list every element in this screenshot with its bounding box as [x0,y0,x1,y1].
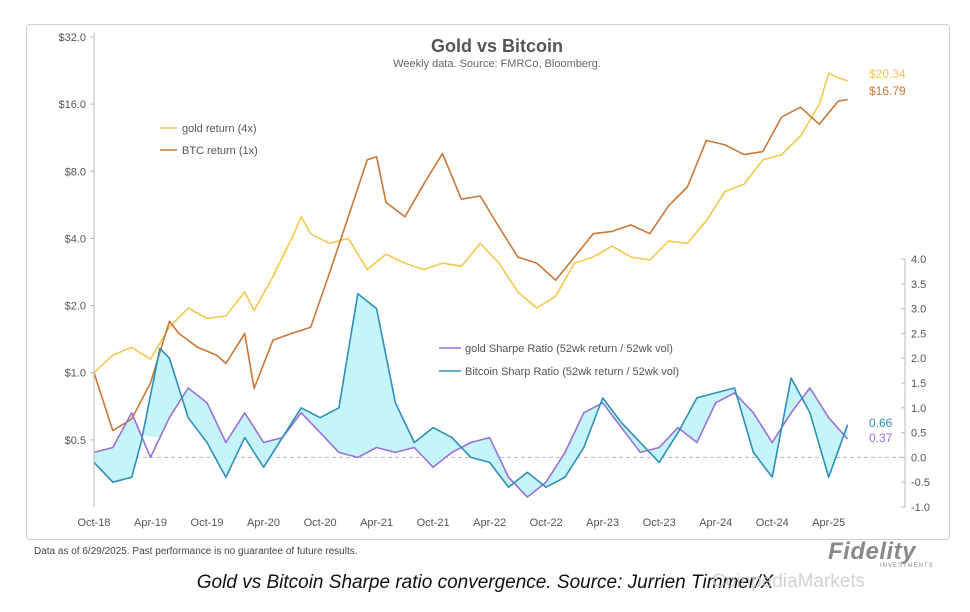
right-tick-label: 4.0 [911,254,926,266]
right-tick-label: 3.5 [911,279,926,291]
btc-return-line [93,98,848,432]
x-tick-label: Oct-24 [756,517,789,529]
x-tick-label: Apr-19 [134,517,167,529]
right-tick-label: 0.0 [911,452,926,464]
legend-top: gold return (4x) BTC return (1x) [160,123,258,157]
end-value-label: $16.79 [869,84,906,98]
end-value-label: $20.34 [869,67,906,81]
end-value-label: 0.37 [869,431,893,445]
left-tick-label: $1.0 [65,368,86,380]
x-tick-label: Apr-23 [586,517,619,529]
left-tick-label: $0.5 [65,435,86,447]
left-tick-label: $32.0 [58,32,86,44]
legend-bottom: gold Sharpe Ratio (52wk return / 52wk vo… [439,343,679,378]
x-tick-label: Apr-24 [699,517,732,529]
x-tick-label: Apr-22 [473,517,506,529]
x-tick-label: Oct-22 [530,517,563,529]
right-tick-label: 2.0 [911,353,926,365]
x-tick-label: Apr-21 [360,517,393,529]
right-tick-label: 0.5 [911,428,926,440]
right-tick-label: 2.5 [911,328,926,340]
right-tick-label: 1.5 [911,378,926,390]
axes-layer: $32.0 $16.0 $8.0 $4.0 $2.0 $1.0 $0.5 4.0 3.5 3.0 2… [58,32,930,529]
x-tick-label: Oct-21 [417,517,450,529]
x-tick-label: Oct-23 [643,517,676,529]
chart-frame: $32.0 $16.0 $8.0 $4.0 $2.0 $1.0 $0.5 4.0 3.5 3.0 2… [26,24,950,540]
gold-return-line [93,72,848,374]
fidelity-logo-sub: INVESTMENTS [880,563,934,569]
sharpe-gap-fill [94,293,848,498]
x-tick-label: Oct-18 [77,517,110,529]
end-value-label: 0.66 [869,416,893,430]
image-caption: Gold vs Bitcoin Sharpe ratio convergence… [196,572,774,593]
x-tick-label: Apr-25 [812,517,845,529]
right-tick-label: 1.0 [911,403,926,415]
sharpe-fill-layer [94,293,848,498]
x-tick-label: Apr-20 [247,517,280,529]
chart-subtitle: Weekly data. Source: FMRCo, Bloomberg. [393,58,601,70]
left-tick-label: $16.0 [58,99,86,111]
fidelity-logo: Fidelity [828,538,917,565]
chart-title: Gold vs Bitcoin [431,36,563,56]
legend-label: Bitcoin Sharp Ratio (52wk return / 52wk … [465,366,679,378]
legend-label: BTC return (1x) [182,145,258,157]
x-tick-label: Oct-19 [191,517,224,529]
end-labels: $20.34 $16.79 0.660.37 [869,67,906,445]
right-tick-label: -1.0 [911,502,930,514]
x-tick-label: Oct-20 [304,517,337,529]
series-lines-layer [93,72,849,498]
legend-label: gold return (4x) [182,123,257,135]
left-tick-label: $4.0 [65,233,86,245]
btc-sharpe-line [93,292,849,488]
legend-label: gold Sharpe Ratio (52wk return / 52wk vo… [465,343,673,355]
right-tick-label: 3.0 [911,304,926,316]
footnote: Data as of 6/29/2025. Past performance i… [34,546,358,557]
left-tick-label: $2.0 [65,301,86,313]
chart-canvas: $32.0 $16.0 $8.0 $4.0 $2.0 $1.0 $0.5 4.0 3.5 3.0 2… [58,32,930,529]
right-tick-label: -0.5 [911,477,930,489]
watermark: CoinpediaMarkets [712,571,866,592]
left-tick-label: $8.0 [65,166,86,178]
gold-sharpe-line [93,387,849,498]
